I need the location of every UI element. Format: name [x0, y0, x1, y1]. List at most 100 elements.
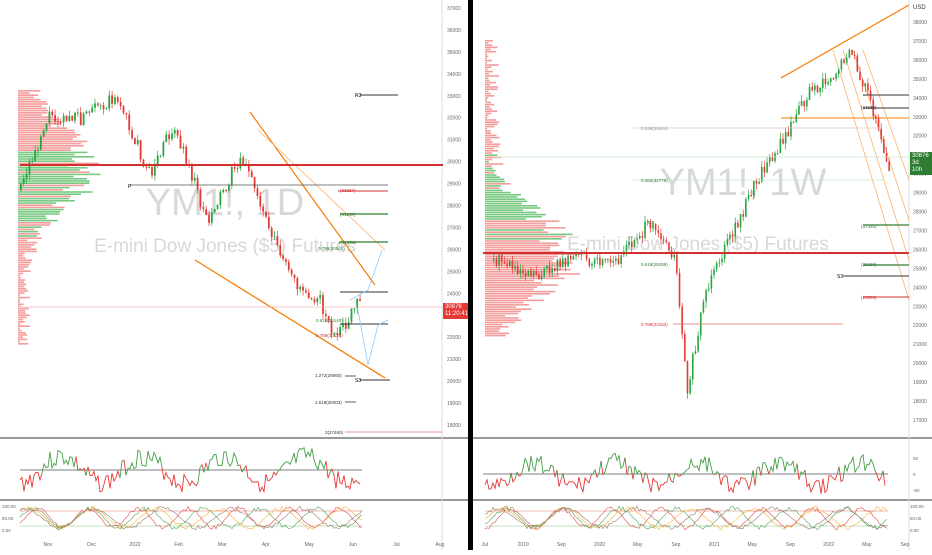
time-tick-Sep: Sep	[901, 542, 910, 548]
time-tick-2021: 2021	[709, 542, 720, 548]
label-fib-0236: 0.236(35044)	[641, 126, 668, 131]
volume-profile	[18, 90, 101, 345]
time-tick-Aug: Aug	[436, 542, 445, 548]
price-tick-31000: 31000	[447, 138, 461, 144]
channel-lower-line[interactable]	[194, 259, 386, 379]
watermark-name: E-mini Dow Jones ($5) Futures	[567, 234, 829, 255]
time-tick-2019: 2019	[518, 542, 529, 548]
stochastic-oscillator[interactable]	[484, 505, 888, 531]
label-fib-0382: 0.382(32779)	[641, 178, 668, 183]
label-pivot: P	[128, 184, 132, 190]
stochastic-oscillator[interactable]	[19, 505, 363, 531]
time-axis[interactable]: Nov Dec 2022 Feb Mar Apr May Jun Jul Aug	[44, 542, 445, 548]
label-37325: (37325)	[861, 224, 877, 229]
price-tick-36000: 36000	[447, 28, 461, 34]
weekly-chart-canvas[interactable]: YM1!, 1W E-mini Dow Jones ($5) Futures 0…	[473, 0, 932, 550]
watermark-symbol: YM1!, 1D	[146, 182, 304, 224]
volume-profile	[485, 40, 580, 337]
price-tick-22000: 22000	[447, 335, 461, 341]
time-tick-May: May	[633, 542, 643, 548]
time-tick-2020: 2020	[594, 542, 605, 548]
price-tick-28000: 28000	[447, 204, 461, 210]
rsi-oscillator[interactable]	[484, 452, 886, 494]
pane-divider[interactable]	[468, 0, 473, 550]
time-tick-Feb: Feb	[174, 542, 183, 548]
price-badge-countdown: 3d 10h	[912, 160, 923, 173]
label-fib-1: 1(31020)	[338, 240, 357, 245]
label-31130: (31130)	[340, 212, 356, 217]
time-tick-Jul: Jul	[393, 542, 399, 548]
price-tick-19000: 19000	[913, 380, 927, 386]
price-badge-value: 30876	[445, 304, 462, 310]
rsi-oscillator[interactable]	[19, 446, 361, 494]
price-tick-21000: 21000	[913, 342, 927, 348]
daily-chart-canvas[interactable]: YM1!, 1D E-mini Dow Jones ($5) Futures R…	[0, 0, 468, 550]
stoch-tick-2: 0.00	[910, 528, 919, 533]
channel-upper-line[interactable]	[249, 111, 376, 286]
price-tick-32000: 32000	[913, 134, 927, 140]
rsi-tick-2: -50	[913, 488, 920, 493]
chart-pane-weekly[interactable]: YM1!, 1W E-mini Dow Jones ($5) Futures 0…	[473, 0, 932, 550]
price-tick-33000: 33000	[913, 115, 927, 121]
oscillator-axis: 100.00 50.00 0.00 50 0 -50	[910, 456, 924, 533]
watermark-name: E-mini Dow Jones ($5) Futures	[94, 236, 356, 257]
stoch-tick-1: 50.00	[910, 516, 922, 521]
fan-line-4[interactable]	[862, 49, 910, 181]
time-axis[interactable]: Jul 2019 Sep 2020 May Sep 2021 May Sep 2022 May Sep	[482, 542, 910, 548]
oscillator-axis: 100.00 50.00 0.00	[2, 504, 16, 533]
channel-upper-line[interactable]	[780, 4, 910, 79]
price-tick-37000: 37000	[913, 39, 927, 45]
label-34630: (34630)	[861, 105, 877, 110]
price-tick-34000: 34000	[447, 72, 461, 78]
time-tick-2022: 2022	[823, 542, 834, 548]
price-tick-22000: 22000	[913, 323, 927, 329]
price-badge: 30876 3d 10h	[910, 152, 932, 175]
projection-path-down	[357, 309, 389, 366]
price-tick-27000: 27000	[913, 228, 927, 234]
price-tick-18000: 18000	[913, 399, 927, 405]
label-fib-0786b: 0.786(30128)	[316, 333, 343, 338]
price-tick-29000: 29000	[913, 191, 927, 197]
label-23503: (23503)	[861, 295, 877, 300]
stoch-tick-2: 0.00	[2, 528, 11, 533]
label-fib-1618: 1.618(28303)	[315, 400, 342, 405]
price-tick-21000: 21000	[447, 357, 461, 363]
price-tick-20000: 20000	[913, 361, 927, 367]
price-tick-17000: 17000	[913, 418, 927, 424]
time-tick-Sep: Sep	[557, 542, 566, 548]
time-tick-Nov: Nov	[44, 542, 53, 548]
price-axis[interactable]: 37000 36000 35000 34000 33000 32000 31000 30000…	[447, 6, 461, 429]
price-tick-27000: 27000	[447, 225, 461, 231]
price-axis[interactable]: 3800037000360003500034000330003200031000…	[913, 20, 927, 424]
time-tick-Sep: Sep	[671, 542, 680, 548]
price-tick-34000: 34000	[913, 96, 927, 102]
label-33957: (33957)	[340, 188, 356, 193]
chart-pane-daily[interactable]: YM1!, 1D E-mini Dow Jones ($5) Futures R…	[0, 0, 470, 550]
price-badge: 30876 11:20:41	[443, 303, 470, 319]
watermark-symbol: YM1!, 1W	[660, 162, 827, 204]
time-tick-May: May	[862, 542, 872, 548]
channel-mid-line[interactable]	[257, 129, 386, 251]
time-tick-2022: 2022	[130, 542, 141, 548]
label-s3: S3	[837, 274, 843, 280]
price-tick-26000: 26000	[447, 247, 461, 253]
stoch-tick-0: 100.00	[2, 504, 16, 509]
projection-path-up	[349, 249, 383, 301]
fan-line-1[interactable]	[832, 49, 910, 301]
price-tick-33000: 33000	[447, 94, 461, 100]
price-tick-25000: 25000	[447, 269, 461, 275]
label-fib-0618: 0.618(25299)	[641, 262, 668, 267]
price-tick-35000: 35000	[447, 50, 461, 56]
label-fib-1272: 1.272(29060)	[315, 373, 342, 378]
price-tick-29000: 29000	[447, 182, 461, 188]
time-tick-May: May	[305, 542, 315, 548]
price-tick-26000: 26000	[913, 247, 927, 253]
label-fib-2: 2(27460)	[325, 430, 344, 435]
label-fib-0786: 0.786(23163)	[641, 322, 668, 327]
price-tick-36000: 36000	[913, 58, 927, 64]
price-tick-24000: 24000	[447, 291, 461, 297]
rsi-tick-0: 50	[913, 456, 919, 461]
price-tick-20000: 20000	[447, 379, 461, 385]
price-badge-value: 30876	[912, 153, 929, 159]
stoch-tick-0: 100.00	[910, 504, 924, 509]
